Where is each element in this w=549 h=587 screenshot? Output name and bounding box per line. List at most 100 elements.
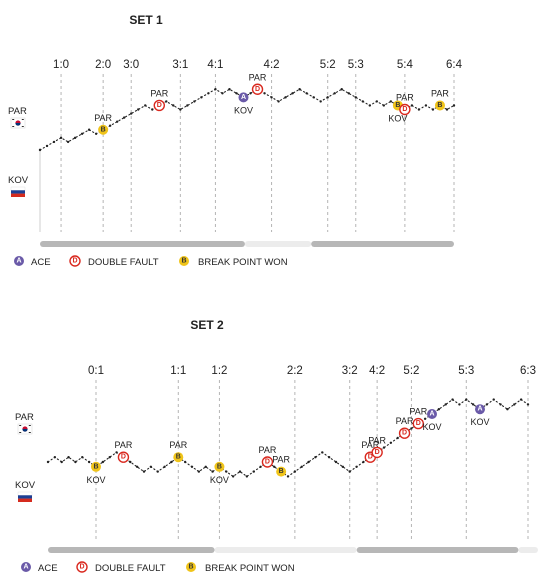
point-dot [307,460,310,464]
point-dot [499,403,502,406]
game-score-label: 1:1 [170,365,186,377]
svg-text:PAR: PAR [272,455,290,465]
point-dot [108,456,111,459]
point-dot [513,403,516,406]
break-point-won-marker: B PAR [272,455,291,477]
legend-double-fault: D DOUBLE FAULT [69,255,159,268]
point-dot [312,96,315,99]
game-score-label: 4:2 [264,59,280,71]
svg-text:PAR: PAR [396,93,414,103]
korea-flag-icon [10,117,26,129]
russia-flag-icon [17,491,33,502]
game-score-label: 1:0 [53,59,69,71]
double-fault-marker: D PAR [150,88,169,112]
set-1-game-gridlines [60,74,455,232]
point-dot [270,96,273,99]
point-dot [519,398,523,401]
svg-text:B: B [176,454,181,461]
point-dot [361,100,364,103]
point-dot [423,417,427,420]
svg-text:B: B [93,463,98,470]
svg-text:PAR: PAR [150,88,168,98]
ace-icon [21,562,31,572]
set-2-point-series [46,398,530,478]
double-fault-marker: D PAR [409,407,428,430]
point-dot [207,92,210,95]
point-dot [172,104,175,107]
break-point-won-marker: B PAR [169,440,188,463]
point-dot [151,108,154,111]
game-score-label: 1:2 [211,365,227,377]
legend-ace: A ACE [14,256,51,268]
break-point-won-marker: B KOV [210,461,229,485]
game-score-label: 2:2 [287,365,303,377]
game-score-label: 6:3 [520,365,536,377]
legend-ace-code: A [16,258,21,265]
legend-ace: A ACE [21,562,58,574]
point-dot [286,475,290,478]
set-1-game-scores: 1:0 2:0 3:0 3:1 4:1 4:2 5:2 5:3 5:4 6:4 [53,59,463,71]
set-2-chart: SET 2 PAR KOV 0:1 1:1 1:2 2:2 3:2 4:2 5:2 5:3 6:… [15,318,538,574]
break-point-won-icon [179,256,189,266]
svg-text:B: B [101,126,106,133]
point-dot [130,112,133,115]
svg-text:PAR: PAR [431,88,449,98]
point-dot [46,460,50,464]
point-dot [163,465,166,468]
point-dot [340,88,343,91]
svg-text:KOV: KOV [234,105,253,115]
game-score-label: 3:2 [342,365,358,377]
point-dot [186,104,189,107]
point-dot [389,100,393,103]
point-dot [245,475,249,478]
double-fault-marker: D PAR [115,440,133,463]
svg-text:A: A [477,406,482,413]
point-dot [362,460,365,464]
set-2-game-scores: 0:1 1:1 1:2 2:2 3:2 4:2 5:2 5:3 6:3 [88,365,536,377]
ace-marker: A KOV [234,92,253,115]
double-fault-marker: D PAR [368,435,387,459]
point-dot [45,144,49,148]
point-dot [277,100,280,103]
break-point-won-marker: B KOV [86,461,106,485]
point-dot [263,92,266,95]
ace-marker: A KOV [470,404,490,427]
ace-marker: A KOV [422,409,442,432]
legend-break-point-won-label: BREAK POINT WON [205,563,295,574]
double-fault-marker: D PAR [249,72,267,95]
set-1-top-player-name: PAR [8,106,27,117]
set-2-top-player-name: PAR [15,412,34,423]
point-dot [225,470,228,473]
break-point-won-marker: B PAR [94,113,113,135]
point-dot [87,460,91,464]
point-dot [165,100,168,103]
svg-text:KOV: KOV [388,113,407,123]
point-dot [298,88,301,91]
game-score-label: 2:0 [95,59,111,71]
point-dot [59,136,63,140]
svg-text:D: D [157,102,162,109]
bar-segment [40,241,245,247]
point-dot [193,100,196,103]
point-dot [348,470,351,473]
break-point-won-marker: B PAR [431,88,449,111]
point-dot [81,456,84,459]
point-dot [249,92,252,95]
svg-text:PAR: PAR [409,407,427,417]
point-dot [452,104,456,107]
point-dot [396,436,399,440]
point-dot [144,104,147,107]
point-dot [221,92,224,95]
point-dot [437,408,441,411]
point-dot [327,456,331,459]
point-dot [382,446,386,449]
point-dot [228,88,231,91]
game-score-label: 3:1 [172,59,188,71]
point-dot [305,92,308,95]
game-score-label: 5:2 [403,365,419,377]
svg-text:PAR: PAR [396,416,414,426]
point-dot [214,88,217,91]
